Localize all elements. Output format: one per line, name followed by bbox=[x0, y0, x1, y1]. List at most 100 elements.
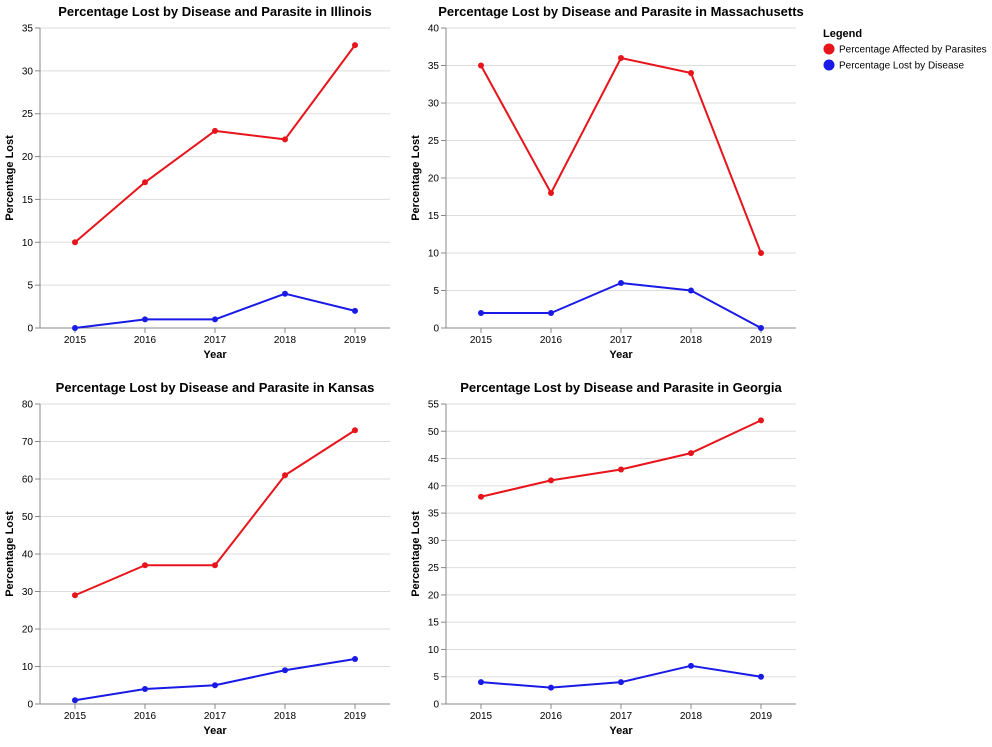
legend-swatch bbox=[823, 43, 835, 55]
y-tick-label: 10 bbox=[22, 662, 34, 673]
y-axis-title: Percentage Lost bbox=[410, 511, 422, 597]
series-line bbox=[74, 44, 356, 244]
data-point bbox=[72, 697, 78, 704]
series-line bbox=[480, 57, 762, 254]
x-tick-label: 2018 bbox=[274, 335, 297, 346]
x-tick-label: 2015 bbox=[64, 335, 87, 346]
x-axis-title: Year bbox=[203, 349, 227, 361]
y-tick-label: 20 bbox=[22, 625, 34, 636]
y-tick-label: 25 bbox=[428, 136, 440, 147]
data-point bbox=[282, 290, 288, 297]
data-point bbox=[142, 316, 148, 323]
data-point bbox=[478, 310, 484, 316]
y-tick-label: 10 bbox=[428, 249, 440, 260]
data-point bbox=[618, 466, 624, 473]
y-axis-title: Percentage Lost bbox=[4, 135, 16, 221]
y-tick-label: 10 bbox=[22, 238, 34, 249]
legend-label: Percentage Affected by Parasites bbox=[839, 45, 987, 56]
series-line bbox=[481, 282, 762, 329]
series-line bbox=[74, 292, 356, 329]
legend: Legend Percentage Affected by Parasites Pe… bbox=[823, 28, 987, 72]
y-tick-label: 30 bbox=[428, 536, 440, 547]
chart-panel-3: Percentage Lost by Disease and Parasite … bbox=[4, 380, 390, 737]
x-tick-label: 2016 bbox=[134, 711, 157, 722]
x-tick-label: 2015 bbox=[470, 711, 493, 722]
y-tick-label: 35 bbox=[428, 61, 440, 72]
y-tick-label: 5 bbox=[27, 281, 33, 292]
data-point bbox=[142, 562, 148, 569]
y-tick-label: 15 bbox=[428, 618, 440, 629]
series-line bbox=[74, 429, 356, 597]
x-tick-label: 2015 bbox=[64, 711, 87, 722]
data-point bbox=[758, 417, 764, 424]
data-point bbox=[72, 239, 78, 246]
data-point bbox=[282, 667, 288, 674]
data-point bbox=[758, 325, 764, 331]
x-axis-title: Year bbox=[203, 725, 227, 737]
x-tick-label: 2015 bbox=[470, 335, 493, 346]
y-tick-label: 60 bbox=[22, 475, 34, 486]
series-line bbox=[74, 658, 356, 702]
chart-title: Percentage Lost by Disease and Parasite … bbox=[460, 380, 782, 395]
data-point bbox=[548, 477, 554, 484]
data-point bbox=[72, 592, 78, 599]
y-tick-label: 15 bbox=[22, 195, 34, 206]
y-tick-label: 5 bbox=[433, 286, 439, 297]
series-2 bbox=[72, 290, 358, 331]
data-point bbox=[618, 280, 624, 286]
data-point bbox=[688, 662, 694, 669]
data-point bbox=[212, 682, 218, 689]
chart-title: Percentage Lost by Disease and Parasite … bbox=[438, 4, 804, 19]
chart-title: Percentage Lost by Disease and Parasite … bbox=[56, 380, 375, 395]
data-point bbox=[758, 673, 764, 680]
y-tick-label: 30 bbox=[428, 99, 440, 110]
data-point bbox=[142, 686, 148, 692]
data-point bbox=[282, 472, 288, 479]
data-point bbox=[688, 70, 694, 76]
data-point bbox=[352, 42, 358, 49]
data-point bbox=[142, 179, 148, 186]
x-tick-label: 2019 bbox=[344, 711, 367, 722]
x-tick-label: 2019 bbox=[750, 711, 773, 722]
y-tick-label: 0 bbox=[27, 324, 33, 335]
y-tick-label: 25 bbox=[22, 109, 34, 120]
y-tick-label: 0 bbox=[27, 700, 33, 711]
y-tick-label: 40 bbox=[428, 481, 440, 492]
y-tick-label: 50 bbox=[428, 427, 440, 438]
data-point bbox=[478, 679, 484, 686]
data-point bbox=[478, 493, 484, 500]
data-point bbox=[618, 679, 624, 686]
y-tick-label: 35 bbox=[22, 24, 34, 35]
series-1 bbox=[72, 427, 358, 599]
data-point bbox=[72, 325, 78, 331]
y-tick-label: 70 bbox=[22, 437, 34, 448]
data-point bbox=[352, 656, 358, 662]
x-tick-label: 2017 bbox=[610, 711, 633, 722]
y-axis-title: Percentage Lost bbox=[4, 511, 16, 597]
y-tick-label: 50 bbox=[22, 512, 34, 523]
y-tick-label: 55 bbox=[428, 400, 440, 411]
x-axis-title: Year bbox=[609, 725, 633, 737]
series-1 bbox=[478, 55, 764, 256]
series-2 bbox=[72, 656, 358, 704]
legend-title: Legend bbox=[823, 28, 862, 40]
data-point bbox=[352, 307, 358, 314]
x-tick-label: 2018 bbox=[680, 711, 703, 722]
y-tick-label: 40 bbox=[22, 550, 34, 561]
x-tick-label: 2018 bbox=[680, 335, 703, 346]
data-point bbox=[352, 427, 358, 434]
y-tick-label: 20 bbox=[22, 152, 34, 163]
y-tick-label: 40 bbox=[428, 24, 440, 35]
series-1 bbox=[478, 417, 764, 500]
data-point bbox=[758, 250, 764, 256]
data-point bbox=[212, 127, 218, 134]
x-tick-label: 2017 bbox=[204, 335, 227, 346]
data-point bbox=[478, 62, 484, 69]
series-2 bbox=[478, 280, 764, 331]
y-tick-label: 80 bbox=[22, 400, 34, 411]
chart-panel-4: Percentage Lost by Disease and Parasite … bbox=[410, 380, 796, 737]
x-tick-label: 2017 bbox=[204, 711, 227, 722]
data-point bbox=[618, 55, 624, 61]
